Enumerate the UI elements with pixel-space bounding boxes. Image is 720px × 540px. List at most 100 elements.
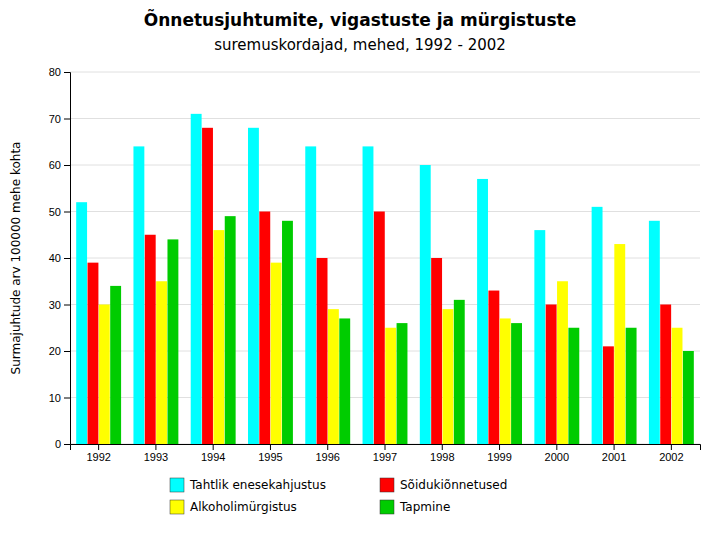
y-tick-mark: [64, 165, 70, 166]
legend-swatch: [380, 500, 394, 514]
bar: [500, 318, 511, 444]
x-tick-label: 1999: [487, 451, 511, 463]
bar: [603, 346, 614, 444]
y-tick-mark: [64, 212, 70, 213]
bar: [202, 128, 213, 444]
grid: [70, 72, 700, 444]
bar: [259, 212, 270, 445]
bar: [511, 323, 522, 444]
x-tick: 2002: [659, 444, 683, 463]
y-tick-label: 60: [49, 159, 61, 171]
y-tick: 20: [49, 345, 70, 357]
bar: [191, 114, 202, 444]
bar: [683, 351, 694, 444]
y-tick-label: 50: [49, 206, 61, 218]
legend-label: Tahtlik enesekahjustus: [189, 478, 326, 492]
y-axis: 0 10 20 30 40 50 60 70 80: [49, 66, 71, 450]
bar-series: [76, 114, 660, 444]
plot: 1992199319941995199619971998199920002001…: [49, 66, 701, 463]
title: Õnnetusjuhtumite, vigastuste ja mürgistu…: [144, 8, 577, 30]
bar: [167, 239, 178, 444]
bar-series: [99, 230, 683, 444]
x-tick-label: 1996: [315, 451, 339, 463]
bar: [454, 300, 465, 444]
x-tick: 1994: [201, 444, 225, 463]
x-tick-label: 1998: [430, 451, 454, 463]
bar: [317, 258, 328, 444]
y-tick-label: 20: [49, 345, 61, 357]
x-tick: 1998: [430, 444, 454, 463]
bar: [592, 207, 603, 444]
x-tick: 1995: [258, 444, 282, 463]
legend-swatch: [170, 478, 184, 492]
x-tick-mark: [213, 444, 214, 450]
y-tick-mark: [64, 119, 70, 120]
bar: [156, 281, 167, 444]
bar: [660, 305, 671, 445]
y-tick: 50: [49, 206, 70, 218]
x-tick-mark: [155, 444, 156, 450]
bar: [328, 309, 339, 444]
y-tick-mark: [64, 444, 70, 445]
x-tick-mark: [98, 444, 99, 450]
bar-series: [88, 128, 672, 444]
bar: [88, 263, 99, 444]
bar: [488, 291, 499, 444]
bar: [397, 323, 408, 444]
x-tick-mark: [442, 444, 443, 450]
bar: [282, 221, 293, 444]
x-tick-label: 1997: [373, 451, 397, 463]
bar: [305, 146, 316, 444]
y-tick-label: 30: [49, 299, 61, 311]
bar: [99, 305, 110, 445]
bar: [420, 165, 431, 444]
x-axis-line: [71, 445, 701, 451]
bar: [672, 328, 683, 444]
x-tick: 1992: [86, 444, 110, 463]
bar: [557, 281, 568, 444]
x-tick: 1997: [373, 444, 397, 463]
bar: [431, 258, 442, 444]
x-tick-mark: [671, 444, 672, 450]
y-tick: 80: [49, 66, 70, 78]
x-tick-mark: [499, 444, 500, 450]
chart: Õnnetusjuhtumite, vigastuste ja mürgistu…: [0, 0, 720, 540]
y-tick: 30: [49, 299, 70, 311]
grid-line: [70, 258, 700, 259]
bar: [339, 318, 350, 444]
legend-label: Alkoholimürgistus: [190, 500, 297, 514]
x-tick: 1993: [144, 444, 168, 463]
x-tick-label: 1994: [201, 451, 225, 463]
legend-item: Tapmine: [380, 500, 450, 515]
y-tick: 70: [49, 113, 70, 125]
x-tick-label: 1993: [144, 451, 168, 463]
bar: [649, 221, 660, 444]
y-tick-label: 40: [49, 252, 61, 264]
y-tick-label: 80: [49, 66, 61, 78]
y-tick-mark: [64, 258, 70, 259]
bar: [271, 263, 282, 444]
legend-swatch: [170, 500, 184, 514]
grid-line: [70, 165, 700, 166]
legend-label: Sõidukiõnnetused: [400, 478, 507, 492]
y-tick: 0: [55, 438, 70, 450]
x-tick-label: 2002: [659, 451, 683, 463]
bar: [248, 128, 259, 444]
x-tick: 2000: [545, 444, 569, 463]
bar: [110, 286, 121, 444]
y-axis-line: [64, 73, 71, 445]
x-tick: 2001: [602, 444, 626, 463]
bar: [213, 230, 224, 444]
legend-item: Alkoholimürgistus: [170, 500, 297, 515]
bar: [568, 328, 579, 444]
bar: [614, 244, 625, 444]
bar: [626, 328, 637, 444]
y-tick: 40: [49, 252, 70, 264]
bar: [477, 179, 488, 444]
x-tick: 1999: [487, 444, 511, 463]
x-tick-label: 1992: [86, 451, 110, 463]
bar: [374, 212, 385, 445]
bar: [442, 309, 453, 444]
y-tick-label: 10: [49, 392, 61, 404]
x-axis: 1992 1993 1994 1995 1996 1997 1998 1999 2000 2001…: [71, 444, 701, 463]
